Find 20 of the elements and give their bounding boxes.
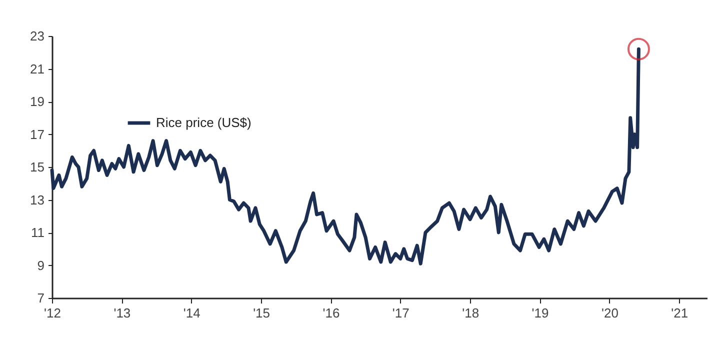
legend-label: Rice price (US$) <box>156 115 252 130</box>
y-tick-label: 17 <box>30 126 44 142</box>
x-tick-label: '15 <box>253 306 270 320</box>
x-tick-label: '21 <box>671 306 688 320</box>
x-tick-label: '18 <box>462 306 480 320</box>
y-tick-label: 9 <box>37 258 44 273</box>
y-tick-label: 15 <box>30 160 44 174</box>
x-tick-label: '16 <box>322 306 340 320</box>
x-tick-label: '12 <box>44 306 61 320</box>
y-tick-label: 11 <box>31 225 44 240</box>
x-tick-label: '14 <box>183 306 200 320</box>
x-tick-label: '19 <box>532 306 549 320</box>
y-tick-label: 7 <box>37 290 44 306</box>
y-tick-label: 21 <box>30 61 44 76</box>
y-tick-label: 19 <box>30 94 44 109</box>
x-tick-label: '20 <box>601 306 618 320</box>
y-tick-label: 23 <box>30 28 44 44</box>
y-tick-label: 13 <box>30 192 44 208</box>
x-tick-label: '13 <box>114 306 131 320</box>
x-tick-label: '17 <box>392 306 410 320</box>
